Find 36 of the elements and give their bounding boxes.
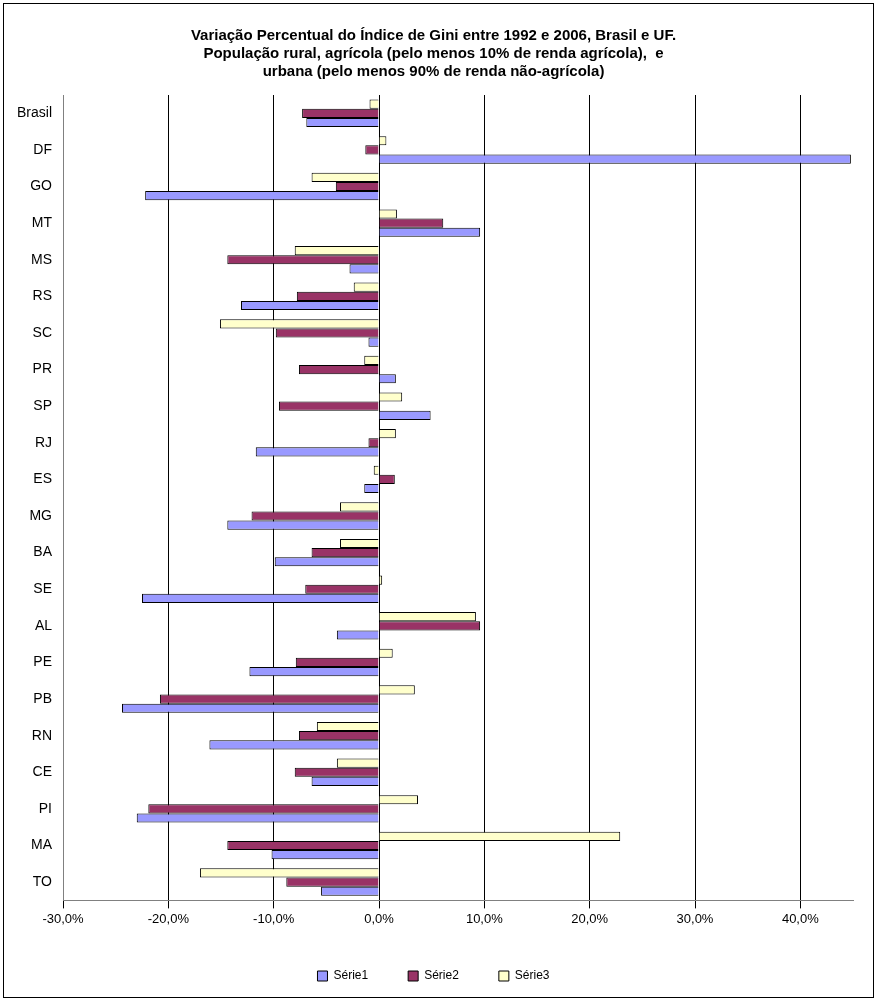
y-tick-label: GO [30, 177, 53, 194]
y-tick-label: RJ [34, 433, 53, 450]
y-tick-label: Brasil [16, 104, 53, 121]
y-tick-label: MG [29, 506, 53, 523]
y-tick-label: PB [33, 689, 53, 706]
y-tick-label: MA [31, 836, 53, 853]
text: urbana (pelo menos 90% de renda não-agrícola) [262, 62, 605, 80]
y-tick-label: SC [32, 323, 53, 340]
x-tick-label: -20,0% [147, 910, 190, 926]
text: População rural, agrícola (pelo menos 10% de renda agrícola), e [203, 44, 664, 62]
y-tick-label: RN [31, 726, 53, 743]
legend-label: Série2 [424, 968, 460, 983]
y-tick-label: PE [33, 653, 53, 670]
legend-label: Série3 [514, 968, 550, 983]
y-tick-label: SP [33, 397, 53, 414]
y-tick-label: CE [32, 763, 53, 780]
x-tick-label: 10,0% [465, 910, 504, 926]
x-tick-label: 20,0% [571, 910, 609, 926]
x-tick-label: -30,0% [42, 910, 85, 926]
y-tick-label: SE [33, 580, 53, 597]
y-tick-label: PR [32, 360, 53, 377]
y-tick-label: PI [38, 799, 53, 816]
text: Variação Percentual do Índice de Gini entre 1992 e 2006, Brasil e UF. [190, 26, 677, 44]
x-tick-label: 0,0% [364, 910, 395, 926]
x-tick-label: -10,0% [253, 910, 295, 926]
y-tick-label: AL [34, 616, 53, 633]
x-tick-label: 30,0% [676, 910, 714, 926]
x-tick-label: 40,0% [781, 910, 820, 926]
y-tick-label: MS [31, 250, 53, 267]
y-tick-label: DF [33, 140, 53, 157]
y-tick-label: MT [31, 213, 53, 230]
y-tick-label: TO [32, 872, 53, 889]
y-tick-label: ES [33, 470, 53, 487]
legend-label: Série1 [333, 968, 369, 983]
y-tick-label: BA [33, 543, 53, 560]
y-tick-label: RS [32, 287, 53, 304]
